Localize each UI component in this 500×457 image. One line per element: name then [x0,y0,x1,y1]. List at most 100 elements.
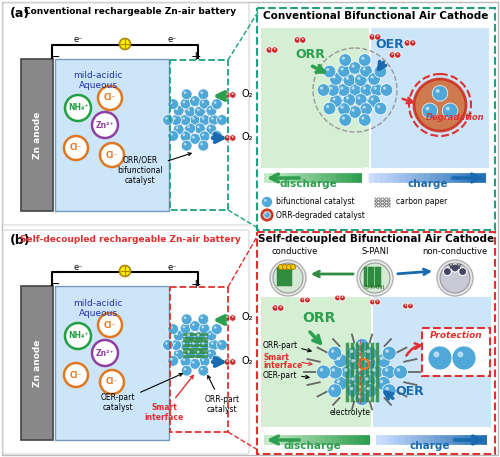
Circle shape [170,133,173,136]
Circle shape [194,331,205,342]
Circle shape [170,326,173,329]
Circle shape [190,321,200,331]
Text: conductive: conductive [272,247,318,256]
Circle shape [280,306,281,308]
Circle shape [226,360,228,362]
Circle shape [362,68,366,70]
Circle shape [317,84,330,96]
Circle shape [214,101,216,104]
Circle shape [374,34,381,40]
FancyBboxPatch shape [3,230,249,454]
FancyBboxPatch shape [21,286,53,440]
Circle shape [338,64,350,77]
Circle shape [230,359,236,365]
Circle shape [173,105,184,116]
Text: −: − [50,51,60,64]
Circle shape [226,93,228,95]
Circle shape [180,340,190,351]
Circle shape [173,330,184,341]
Circle shape [340,295,345,301]
Circle shape [187,334,190,336]
Circle shape [376,377,390,391]
Circle shape [199,356,210,367]
Circle shape [352,109,354,112]
Circle shape [374,86,376,90]
Circle shape [328,384,342,398]
Circle shape [206,105,217,116]
Circle shape [330,73,342,85]
Circle shape [410,304,412,306]
Circle shape [230,135,236,141]
Circle shape [376,300,378,302]
Circle shape [377,35,378,37]
Circle shape [182,117,185,120]
Circle shape [382,384,396,398]
Circle shape [426,106,430,111]
Text: O₂: O₂ [242,89,254,99]
Circle shape [200,340,210,351]
Circle shape [202,326,204,329]
Circle shape [194,123,205,134]
Circle shape [202,342,204,345]
Circle shape [357,96,360,100]
Text: (b): (b) [10,234,30,247]
Circle shape [432,85,448,101]
Circle shape [371,84,384,96]
Circle shape [182,89,192,100]
Circle shape [182,365,192,376]
Circle shape [180,323,191,334]
Circle shape [351,377,354,381]
Circle shape [216,115,228,125]
Text: bifunctional catalyst: bifunctional catalyst [276,197,354,207]
Circle shape [346,96,349,100]
Circle shape [200,91,203,94]
Circle shape [208,333,211,335]
Circle shape [323,65,336,78]
Circle shape [182,326,186,329]
Circle shape [341,365,355,379]
Circle shape [208,107,211,110]
Text: Aqueous: Aqueous [78,81,118,90]
Circle shape [232,93,234,95]
Circle shape [340,106,344,109]
Circle shape [343,94,355,106]
Circle shape [332,368,335,372]
Circle shape [458,351,464,357]
Circle shape [192,323,194,326]
Circle shape [347,383,361,398]
Circle shape [194,106,205,117]
Text: e⁻: e⁻ [73,35,83,44]
Text: ORR: ORR [302,311,336,325]
Text: Conventional rechargeable Zn-air battery: Conventional rechargeable Zn-air battery [24,7,236,16]
Text: e⁻: e⁻ [167,263,177,272]
Circle shape [363,346,377,361]
Circle shape [334,295,340,301]
Circle shape [369,34,376,40]
Circle shape [120,266,130,276]
Circle shape [211,117,214,120]
Circle shape [326,84,339,96]
Circle shape [296,38,298,40]
Circle shape [348,356,362,370]
Circle shape [414,79,466,131]
Circle shape [376,353,390,367]
Bar [257,232,495,454]
Circle shape [219,117,222,120]
Bar [170,287,228,432]
Circle shape [360,103,372,116]
Circle shape [200,115,210,125]
Circle shape [98,313,122,337]
Circle shape [368,73,380,85]
FancyBboxPatch shape [55,286,169,440]
Circle shape [394,365,407,379]
Text: Smart
interface: Smart interface [144,375,194,422]
Circle shape [199,323,210,334]
Circle shape [182,358,186,361]
Circle shape [366,387,370,390]
Circle shape [332,75,336,79]
Circle shape [300,297,306,303]
Circle shape [65,323,91,349]
Circle shape [363,383,377,398]
Circle shape [282,265,288,270]
Circle shape [180,131,191,142]
